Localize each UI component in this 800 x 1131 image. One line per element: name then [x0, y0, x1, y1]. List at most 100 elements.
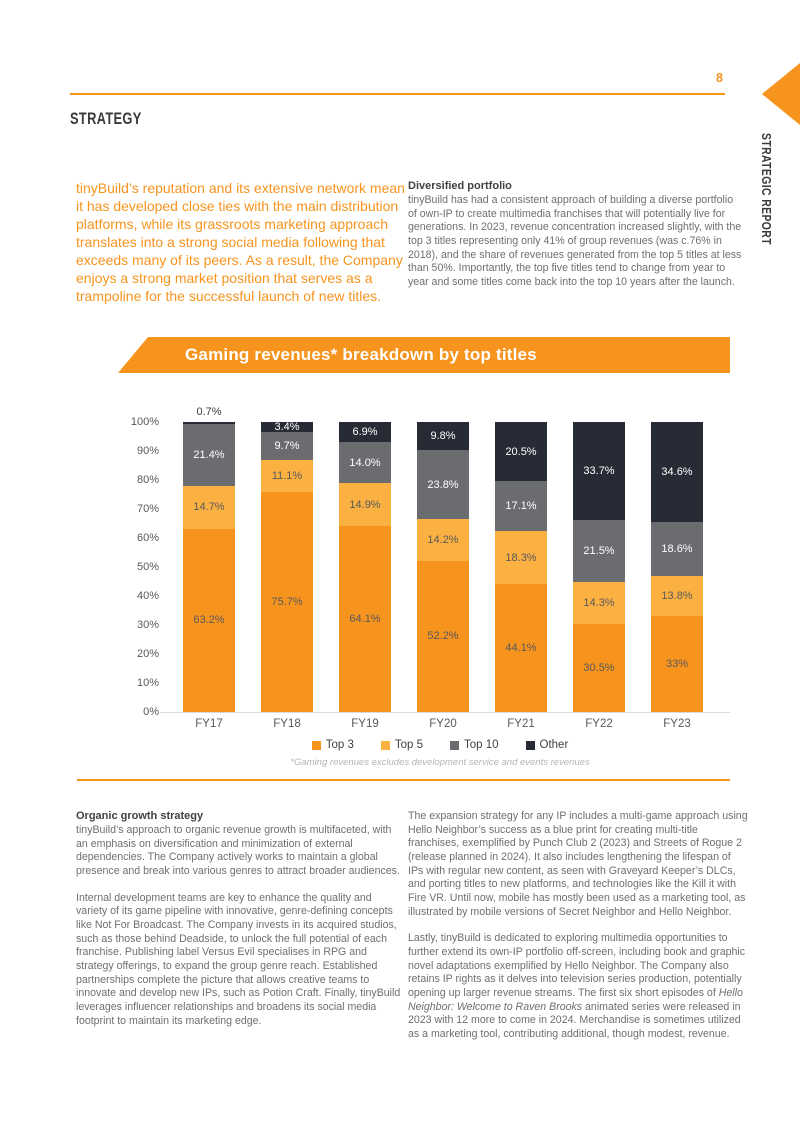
legend-item-other: Other	[525, 739, 569, 751]
y-tick-label: 30%	[136, 619, 159, 631]
x-axis-label-fy17: FY17	[195, 718, 223, 730]
segment-value-label: 21.5%	[583, 544, 615, 557]
organic-growth-section: Organic growth strategy tinyBuild’s appr…	[76, 810, 404, 1028]
y-axis: 0% 10% 20% 30% 40% 50% 60% 70% 80% 90% 100%	[75, 416, 159, 718]
series-title-italic: Hello Neighbor: Welcome to Raven Brooks	[408, 986, 743, 1013]
y-tick-label: 40%	[136, 590, 159, 602]
organic-growth-paragraph-1: tinyBuild’s approach to organic revenue …	[76, 824, 400, 877]
bar-fy17: 63.2% 14.7% 21.4% 0.7%	[183, 406, 235, 712]
segment-top-3-fy18: 75.7%	[261, 492, 313, 712]
legend-item-top-3: Top 3	[311, 739, 354, 751]
segment-other-fy19: 6.9%	[339, 422, 391, 443]
segment-value-label: 9.8%	[430, 430, 456, 443]
legend-label: Top 3	[325, 739, 354, 751]
segment-top-3-fy20: 52.2%	[417, 560, 469, 712]
segment-value-label: 21.4%	[193, 449, 225, 462]
bar-fy20: 52.2% 14.2% 23.8% 9.8%	[417, 422, 469, 712]
x-axis-label-fy19: FY19	[351, 718, 379, 730]
segment-top-5-fy23: 13.8%	[651, 576, 703, 617]
segment-top-5-fy19: 14.9%	[339, 482, 391, 527]
segment-top-5-fy20: 14.2%	[417, 519, 469, 561]
segment-value-label: 23.8%	[427, 478, 459, 491]
bar-fy19: 64.1% 14.9% 14.0% 6.9%	[339, 422, 391, 712]
segment-other-fy21: 20.5%	[495, 422, 547, 482]
y-tick-label: 90%	[136, 445, 159, 457]
segment-top-5-fy18: 11.1%	[261, 460, 313, 493]
segment-value-label: 64.1%	[349, 613, 381, 626]
segment-value-label: 14.0%	[349, 456, 381, 469]
section-divider-rule	[77, 779, 730, 781]
legend-item-top-5: Top 5	[380, 739, 423, 751]
segment-top-10-fy22: 21.5%	[573, 519, 625, 583]
bar-fy23: 33% 13.8% 18.6% 34.6%	[651, 422, 703, 712]
segment-value-label: 18.6%	[661, 543, 693, 556]
chart-plot: 63.2% 14.7% 21.4% 0.7% 75.7% 11.1% 9.7% 3.4% 64.…	[175, 406, 705, 712]
organic-growth-paragraph-2: Internal development teams are key to en…	[76, 891, 401, 1027]
segment-top-3-fy23: 33%	[651, 616, 703, 712]
y-tick-label: 0%	[143, 706, 159, 718]
section-heading: STRATEGY	[70, 110, 142, 128]
gaming-revenues-chart: 0% 10% 20% 30% 40% 50% 60% 70% 80% 90% 100% 63.2% 1…	[75, 395, 730, 785]
segment-value-label: 0.7%	[196, 406, 222, 419]
chart-footnote: *Gaming revenues excludes development se…	[290, 757, 590, 768]
organic-growth-heading: Organic growth strategy	[76, 810, 204, 822]
segment-value-label: 11.1%	[271, 470, 303, 483]
legend-swatch-top-5	[380, 740, 390, 750]
segment-value-label: 75.7%	[271, 596, 303, 609]
chart-title: Gaming revenues* breakdown by top titles	[185, 345, 537, 364]
chart-title-banner: Gaming revenues* breakdown by top titles	[118, 337, 730, 373]
segment-value-label: 17.1%	[505, 500, 537, 513]
segment-value-label: 52.2%	[427, 630, 459, 643]
y-tick-label: 60%	[136, 532, 159, 544]
segment-top-10-fy20: 23.8%	[417, 450, 469, 520]
segment-value-label: 33%	[665, 658, 689, 671]
x-axis-label-fy22: FY22	[585, 718, 613, 730]
segment-top-10-fy19: 14.0%	[339, 442, 391, 483]
x-axis-label-fy21: FY21	[507, 718, 535, 730]
y-tick-label: 80%	[136, 474, 159, 486]
segment-value-label: 14.2%	[427, 534, 459, 547]
segment-top-5-fy21: 18.3%	[495, 531, 547, 585]
segment-other-fy23: 34.6%	[651, 422, 703, 523]
y-tick-label: 20%	[136, 648, 159, 660]
legend-label: Top 10	[463, 739, 499, 751]
legend-label: Other	[539, 739, 569, 751]
expansion-strategy-section: The expansion strategy for any IP includ…	[408, 810, 748, 1042]
y-tick-label: 50%	[136, 561, 159, 573]
segment-top-10-fy17: 21.4%	[183, 424, 235, 487]
segment-top-5-fy22: 14.3%	[573, 582, 625, 624]
diversified-portfolio-section: Diversified portfolio tinyBuild has had …	[408, 180, 744, 290]
x-axis-label-fy23: FY23	[663, 718, 691, 730]
segment-value-label: 63.2%	[193, 614, 225, 627]
expansion-paragraph-2-pre: Lastly, tinyBuild is dedicated to explor…	[408, 932, 746, 999]
y-tick-label: 70%	[136, 503, 159, 515]
segment-top-3-fy19: 64.1%	[339, 526, 391, 712]
segment-value-label: 20.5%	[505, 445, 537, 458]
x-axis-line	[160, 712, 730, 713]
x-axis-label-fy20: FY20	[429, 718, 457, 730]
segment-value-label: 14.7%	[193, 501, 225, 514]
bar-fy18: 75.7% 11.1% 9.7% 3.4%	[261, 421, 313, 712]
segment-value-label: 30.5%	[583, 661, 615, 674]
y-tick-label: 10%	[136, 677, 159, 689]
diversified-portfolio-heading: Diversified portfolio	[408, 180, 512, 192]
segment-other-fy22: 33.7%	[573, 422, 625, 520]
expansion-paragraph-2: Lastly, tinyBuild is dedicated to explor…	[408, 932, 748, 1041]
legend-swatch-top-3	[311, 740, 321, 750]
legend-item-top-10: Top 10	[449, 739, 499, 751]
header-rule	[70, 93, 725, 95]
x-axis: FY17 FY18 FY19 FY20 FY21 FY22 FY23	[175, 718, 705, 734]
segment-top-10-fy23: 18.6%	[651, 522, 703, 577]
segment-top-3-fy22: 30.5%	[573, 623, 625, 712]
segment-top-5-fy17: 14.7%	[183, 486, 235, 529]
expansion-paragraph-1: The expansion strategy for any IP includ…	[408, 810, 748, 918]
corner-arrow-icon	[762, 63, 800, 125]
segment-other-fy18: 3.4%	[261, 421, 313, 433]
segment-value-label: 6.9%	[352, 426, 378, 439]
segment-other-fy20: 9.8%	[417, 422, 469, 451]
y-tick-label: 100%	[130, 416, 159, 428]
segment-top-10-fy21: 17.1%	[495, 481, 547, 532]
bar-fy22: 30.5% 14.3% 21.5% 33.7%	[573, 422, 625, 712]
segment-value-label: 9.7%	[274, 440, 300, 453]
legend-label: Top 5	[394, 739, 423, 751]
